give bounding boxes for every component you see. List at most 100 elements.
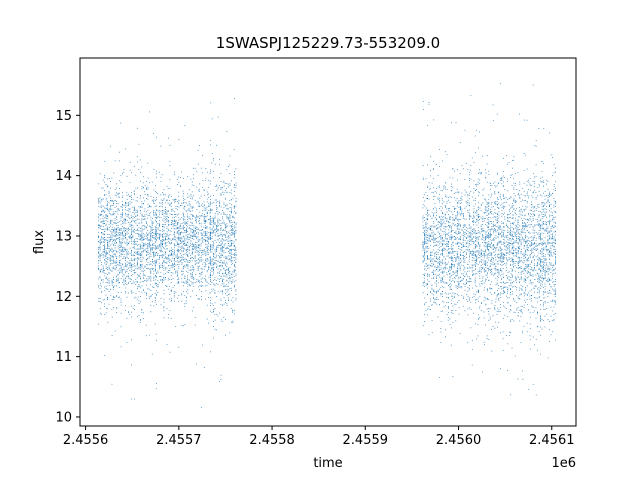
data-point	[114, 160, 116, 162]
data-point	[190, 240, 192, 242]
data-point	[229, 270, 231, 272]
data-point	[138, 254, 140, 255]
data-point	[422, 255, 424, 257]
data-point	[455, 303, 457, 305]
data-point	[230, 222, 232, 224]
data-point	[122, 234, 123, 236]
data-point	[194, 230, 196, 232]
data-point	[225, 226, 226, 228]
data-point	[163, 215, 165, 217]
data-point	[189, 285, 190, 286]
data-point	[433, 263, 434, 265]
data-point	[162, 213, 164, 215]
data-point	[427, 257, 428, 259]
data-point	[172, 199, 174, 201]
data-point	[446, 240, 448, 242]
data-point	[120, 241, 122, 243]
data-point	[138, 222, 140, 224]
data-point	[174, 171, 175, 173]
data-point	[101, 291, 102, 293]
data-point	[116, 200, 117, 202]
data-point	[208, 252, 209, 254]
data-point	[425, 237, 427, 238]
data-point	[196, 202, 198, 204]
data-point	[104, 290, 106, 292]
data-point	[123, 266, 125, 268]
data-point	[134, 193, 135, 194]
data-point	[211, 153, 213, 154]
data-point	[233, 187, 235, 189]
data-point	[152, 261, 153, 262]
data-point	[123, 227, 125, 229]
data-point	[152, 258, 153, 260]
data-point	[166, 231, 168, 233]
data-point	[449, 279, 451, 281]
data-point	[456, 219, 458, 220]
data-point	[212, 225, 214, 227]
data-point	[452, 177, 454, 179]
data-point	[166, 285, 168, 287]
data-point	[216, 207, 217, 209]
data-point	[425, 222, 427, 224]
data-point	[175, 271, 177, 273]
data-point	[108, 239, 110, 241]
data-point	[104, 239, 105, 240]
data-point	[211, 266, 213, 268]
data-point	[138, 258, 140, 260]
data-point	[216, 247, 218, 249]
data-point	[105, 218, 107, 219]
data-point	[131, 172, 132, 174]
data-point	[138, 314, 140, 316]
data-point	[155, 276, 157, 278]
data-point	[184, 232, 186, 234]
data-point	[425, 224, 427, 225]
data-point	[130, 195, 132, 197]
data-point	[205, 298, 206, 300]
data-point	[456, 243, 458, 245]
data-point	[99, 248, 101, 250]
data-point	[147, 248, 149, 249]
data-point	[428, 306, 430, 307]
data-point	[230, 276, 232, 278]
data-point	[168, 220, 169, 222]
data-point	[443, 220, 445, 222]
data-point	[155, 235, 156, 237]
data-point	[161, 280, 163, 282]
data-point	[214, 285, 216, 287]
data-point	[226, 286, 228, 287]
data-point	[156, 136, 158, 138]
data-point	[182, 271, 184, 272]
data-point	[437, 254, 439, 256]
data-point	[147, 257, 149, 259]
data-point	[155, 274, 156, 276]
data-point	[117, 270, 119, 272]
data-point	[147, 243, 149, 244]
data-point	[436, 253, 437, 255]
data-point	[193, 249, 194, 250]
data-point	[444, 213, 446, 215]
data-point	[455, 275, 457, 277]
data-point	[228, 251, 229, 252]
data-point	[146, 198, 147, 199]
data-point	[197, 228, 199, 230]
data-point	[141, 254, 143, 256]
data-point	[102, 265, 104, 267]
data-point	[437, 186, 439, 188]
data-point	[163, 193, 165, 195]
data-point	[226, 204, 228, 206]
data-point	[203, 250, 205, 252]
data-point	[144, 280, 146, 281]
data-point	[150, 250, 152, 252]
data-point	[203, 249, 205, 251]
data-point	[183, 193, 184, 194]
data-point	[98, 235, 100, 237]
data-point	[458, 300, 460, 302]
data-point	[442, 270, 444, 272]
data-point	[230, 229, 232, 231]
data-point	[436, 251, 438, 253]
data-point	[141, 309, 143, 311]
data-point	[162, 209, 163, 211]
data-point	[440, 262, 442, 263]
data-point	[169, 294, 171, 295]
data-point	[153, 212, 155, 213]
